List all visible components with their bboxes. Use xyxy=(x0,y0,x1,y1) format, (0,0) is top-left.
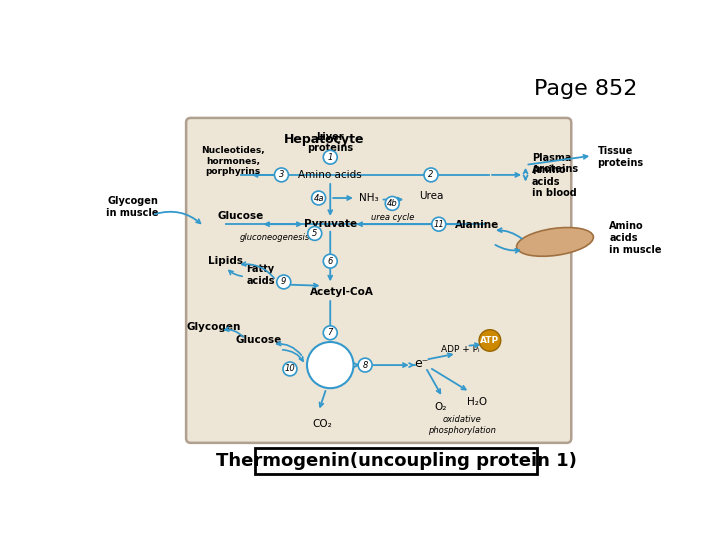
FancyBboxPatch shape xyxy=(255,448,537,475)
Text: 6: 6 xyxy=(328,256,333,266)
Text: 1: 1 xyxy=(328,153,333,161)
Text: H₂O: H₂O xyxy=(467,397,487,407)
Circle shape xyxy=(424,168,438,182)
Text: Acetyl-CoA: Acetyl-CoA xyxy=(310,287,374,297)
Text: ATP: ATP xyxy=(480,336,500,345)
Text: 3: 3 xyxy=(279,171,284,179)
Circle shape xyxy=(283,362,297,376)
Circle shape xyxy=(274,168,289,182)
Text: 2: 2 xyxy=(428,171,433,179)
Text: 9: 9 xyxy=(281,278,287,286)
Text: 4a: 4a xyxy=(313,193,324,202)
Circle shape xyxy=(323,150,337,164)
Text: urea cycle: urea cycle xyxy=(371,213,414,222)
Text: Thermogenin(uncoupling protein 1): Thermogenin(uncoupling protein 1) xyxy=(216,453,577,470)
Text: 8: 8 xyxy=(362,361,368,369)
Text: Lipids: Lipids xyxy=(208,256,243,266)
Circle shape xyxy=(276,275,291,289)
Text: Page 852: Page 852 xyxy=(534,79,638,99)
Text: Nucleotides,
hormones,
porphyrins: Nucleotides, hormones, porphyrins xyxy=(202,146,265,176)
FancyBboxPatch shape xyxy=(186,118,571,443)
Ellipse shape xyxy=(516,227,593,256)
Circle shape xyxy=(323,326,337,340)
Text: Urea: Urea xyxy=(419,191,444,201)
Text: Liver
proteins: Liver proteins xyxy=(307,132,354,153)
Text: CO₂: CO₂ xyxy=(312,419,333,429)
Text: Glycogen: Glycogen xyxy=(186,322,241,332)
Circle shape xyxy=(479,330,500,351)
Circle shape xyxy=(307,226,322,240)
Text: Glycogen
in muscle: Glycogen in muscle xyxy=(107,197,159,218)
Text: Plasma
proteins: Plasma proteins xyxy=(532,153,578,174)
Circle shape xyxy=(323,254,337,268)
Text: 5: 5 xyxy=(312,229,318,238)
Text: Amino acids: Amino acids xyxy=(298,170,362,180)
Text: ADP + Pᵢ: ADP + Pᵢ xyxy=(441,345,480,354)
Text: Pyruvate: Pyruvate xyxy=(304,219,357,229)
Text: Fatty
acids: Fatty acids xyxy=(246,264,275,286)
Text: Alanine: Alanine xyxy=(455,220,500,230)
Text: NH₃: NH₃ xyxy=(359,193,379,203)
Text: e⁻: e⁻ xyxy=(415,357,429,370)
Text: 11: 11 xyxy=(433,220,444,229)
Text: gluconeogenesis: gluconeogenesis xyxy=(239,233,310,242)
Text: oxidative
phosphorylation: oxidative phosphorylation xyxy=(428,415,496,435)
Text: Amino
acids
in blood: Amino acids in blood xyxy=(532,165,577,198)
Text: Hepatocyte: Hepatocyte xyxy=(284,132,364,146)
Text: citric
acid
cycle: citric acid cycle xyxy=(319,350,341,380)
Text: Amino
acids
in muscle: Amino acids in muscle xyxy=(609,221,662,255)
Text: Glucose: Glucose xyxy=(218,212,264,221)
Text: O₂: O₂ xyxy=(434,402,446,413)
Circle shape xyxy=(432,217,446,231)
Circle shape xyxy=(307,342,354,388)
Text: 4b: 4b xyxy=(387,199,397,208)
Circle shape xyxy=(385,197,399,210)
Text: Glucose: Glucose xyxy=(236,335,282,346)
Text: 10: 10 xyxy=(284,364,295,374)
Text: Tissue
proteins: Tissue proteins xyxy=(598,146,644,168)
Circle shape xyxy=(358,358,372,372)
Text: 7: 7 xyxy=(328,328,333,338)
Circle shape xyxy=(312,191,325,205)
